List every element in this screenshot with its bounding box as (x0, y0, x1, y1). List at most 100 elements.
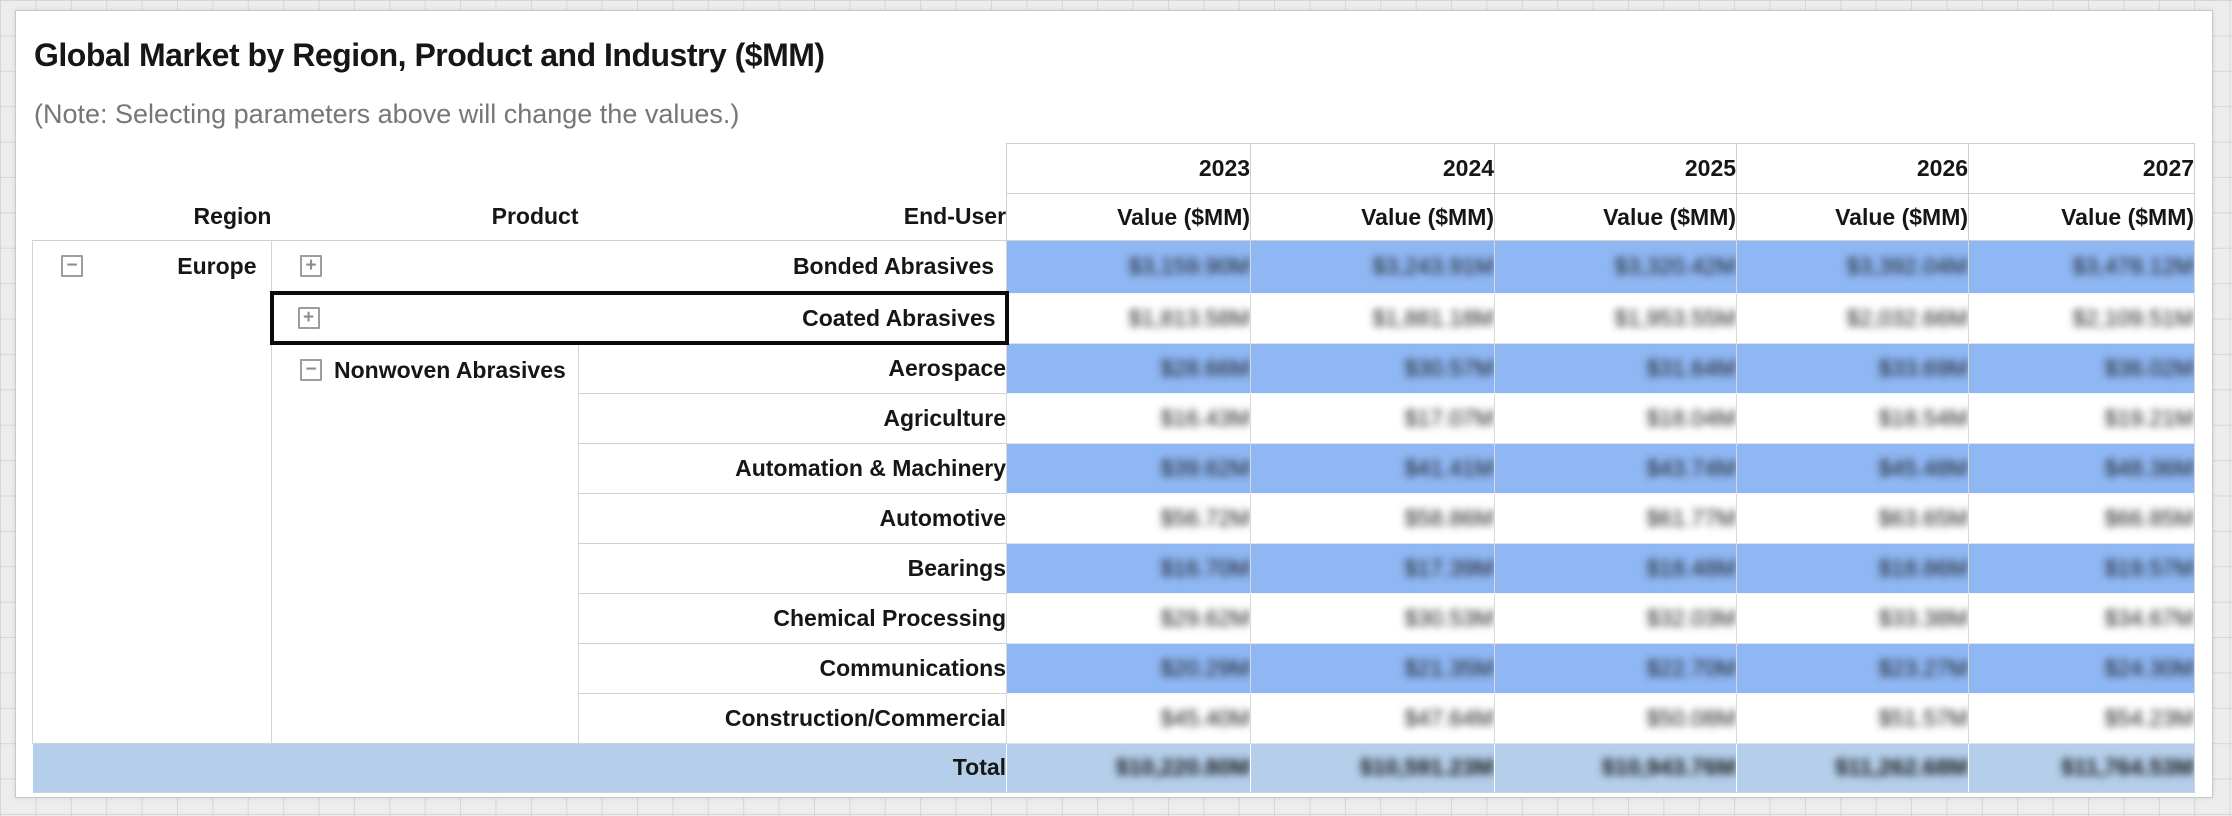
value-cell[interactable]: $18.48M (1494, 543, 1737, 594)
value-cell[interactable]: $3,392.04M (1736, 240, 1969, 294)
value-cell[interactable]: $32.03M (1494, 593, 1737, 644)
value-cell[interactable]: $31.64M (1494, 343, 1737, 394)
value-cell[interactable]: $45.48M (1736, 443, 1969, 494)
expand-toggle-bonded-abrasives[interactable]: + (300, 255, 322, 277)
product-label[interactable]: Coated Abrasives (802, 304, 996, 331)
value-cell[interactable]: $51.57M (1736, 693, 1969, 744)
value-cell[interactable]: $1,813.58M (1006, 293, 1251, 344)
end-user-cell-bearings[interactable]: Bearings (578, 543, 1007, 594)
value-cell[interactable]: $17.39M (1250, 543, 1495, 594)
value-cell[interactable]: $47.64M (1250, 693, 1495, 744)
value-cell[interactable]: $50.08M (1494, 693, 1737, 744)
value-cell[interactable]: $19.21M (1968, 393, 2196, 444)
total-value-cell[interactable]: $11,262.68M (1736, 742, 1969, 793)
column-header-2023[interactable]: 2023 (1006, 143, 1252, 194)
value-cell[interactable]: $23.27M (1736, 643, 1969, 694)
value-cell[interactable]: $17.07M (1250, 393, 1495, 444)
value-cell[interactable]: $48.36M (1968, 443, 2196, 494)
product-cell-bonded-abrasives[interactable]: + Bonded Abrasives (271, 240, 1008, 294)
value-cell[interactable]: $61.77M (1494, 493, 1737, 544)
end-user-cell-communications[interactable]: Communications (578, 643, 1007, 694)
row-automotive: Automotive $56.72M $58.86M $61.77M $63.6… (33, 493, 2196, 544)
column-header-end-user[interactable]: End-User (578, 193, 1007, 241)
value-text: $10,220.80M (1115, 754, 1251, 780)
value-cell[interactable]: $3,478.12M (1968, 240, 2196, 294)
column-header-2026[interactable]: 2026 (1736, 143, 1970, 194)
value-text: $21.35M (1404, 654, 1495, 681)
end-user-cell-chemical-processing[interactable]: Chemical Processing (578, 593, 1007, 644)
value-cell[interactable]: $1,881.18M (1250, 293, 1495, 344)
value-cell[interactable]: $24.30M (1968, 643, 2196, 694)
total-value-cell[interactable]: $11,764.53M (1968, 742, 2196, 793)
region-cell-europe[interactable]: − Europe (32, 240, 272, 744)
value-cell[interactable]: $2,109.51M (1968, 293, 2196, 344)
value-text: $11,764.53M (2061, 754, 2195, 780)
value-text: $29.62M (1160, 604, 1251, 631)
value-cell[interactable]: $39.62M (1006, 443, 1251, 494)
measure-header-2026[interactable]: Value ($MM) (1736, 193, 1970, 241)
end-user-cell-aerospace[interactable]: Aerospace (578, 343, 1007, 394)
value-cell[interactable]: $18.54M (1736, 393, 1969, 444)
value-cell[interactable]: $21.35M (1250, 643, 1495, 694)
measure-header-2027[interactable]: Value ($MM) (1968, 193, 2196, 241)
value-cell[interactable]: $19.57M (1968, 543, 2196, 594)
column-header-product[interactable]: Product (271, 193, 579, 241)
row-automation-machinery: Automation & Machinery $39.62M $41.41M $… (33, 443, 2196, 494)
measure-header-2023[interactable]: Value ($MM) (1006, 193, 1252, 241)
collapse-toggle-nonwoven-abrasives[interactable]: − (300, 359, 322, 381)
expand-toggle-coated-abrasives[interactable]: + (297, 307, 320, 329)
value-text: $66.85M (2104, 504, 2195, 531)
value-cell[interactable]: $58.86M (1250, 493, 1495, 544)
end-user-cell-construction-commercial[interactable]: Construction/Commercial (578, 693, 1007, 744)
value-cell[interactable]: $20.29M (1006, 643, 1251, 694)
value-cell[interactable]: $28.66M (1006, 343, 1251, 394)
value-cell[interactable]: $63.65M (1736, 493, 1969, 544)
total-value-cell[interactable]: $10,591.23M (1250, 742, 1495, 793)
collapse-toggle-europe[interactable]: − (61, 255, 83, 277)
value-cell[interactable]: $2,032.66M (1736, 293, 1969, 344)
value-cell[interactable]: $16.70M (1006, 543, 1251, 594)
value-cell[interactable]: $1,953.55M (1494, 293, 1737, 344)
value-cell[interactable]: $3,320.42M (1494, 240, 1737, 294)
measure-header-2025[interactable]: Value ($MM) (1494, 193, 1738, 241)
end-user-cell-automation-machinery[interactable]: Automation & Machinery (578, 443, 1007, 494)
value-cell[interactable]: $54.23M (1968, 693, 2196, 744)
region-label[interactable]: Europe (177, 252, 257, 279)
value-text: $45.48M (1878, 454, 1969, 481)
product-label[interactable]: Nonwoven Abrasives (334, 356, 566, 383)
value-cell[interactable]: $3,159.90M (1006, 240, 1251, 294)
value-cell[interactable]: $30.57M (1250, 343, 1495, 394)
value-cell[interactable]: $18.04M (1494, 393, 1737, 444)
value-cell[interactable]: $30.53M (1250, 593, 1495, 644)
value-cell[interactable]: $45.40M (1006, 693, 1251, 744)
value-cell[interactable]: $66.85M (1968, 493, 2196, 544)
value-cell[interactable]: $41.41M (1250, 443, 1495, 494)
value-cell[interactable]: $33.38M (1736, 593, 1969, 644)
value-cell[interactable]: $16.43M (1006, 393, 1251, 444)
value-cell[interactable]: $56.72M (1006, 493, 1251, 544)
product-label[interactable]: Bonded Abrasives (792, 252, 995, 279)
column-header-2027[interactable]: 2027 (1968, 143, 2196, 194)
pivot-table: 2023 2024 2025 2026 2027 Region Product … (32, 143, 2196, 793)
column-header-2025[interactable]: 2025 (1494, 143, 1738, 194)
end-user-cell-automotive[interactable]: Automotive (578, 493, 1007, 544)
measure-header-2024[interactable]: Value ($MM) (1250, 193, 1496, 241)
value-cell[interactable]: $22.70M (1494, 643, 1737, 694)
value-cell[interactable]: $36.02M (1968, 343, 2196, 394)
value-cell[interactable]: $29.62M (1006, 593, 1251, 644)
value-cell[interactable]: $33.69M (1736, 343, 1969, 394)
value-cell[interactable]: $3,243.91M (1250, 240, 1495, 294)
column-header-2024[interactable]: 2024 (1250, 143, 1496, 194)
value-cell[interactable]: $18.86M (1736, 543, 1969, 594)
end-user-cell-agriculture[interactable]: Agriculture (578, 393, 1007, 444)
value-cell[interactable]: $34.67M (1968, 593, 2196, 644)
product-cell-coated-abrasives[interactable]: + Coated Abrasives (269, 291, 1009, 345)
value-text: $17.07M (1404, 404, 1495, 431)
total-value-cell[interactable]: $10,943.76M (1494, 742, 1737, 793)
value-text: $32.03M (1646, 604, 1737, 631)
product-cell-nonwoven-abrasives[interactable]: − Nonwoven Abrasives (271, 343, 579, 744)
value-cell[interactable]: $43.74M (1494, 443, 1737, 494)
total-label-cell: Total (32, 742, 1007, 793)
column-header-region[interactable]: Region (32, 193, 272, 241)
total-value-cell[interactable]: $10,220.80M (1006, 742, 1251, 793)
